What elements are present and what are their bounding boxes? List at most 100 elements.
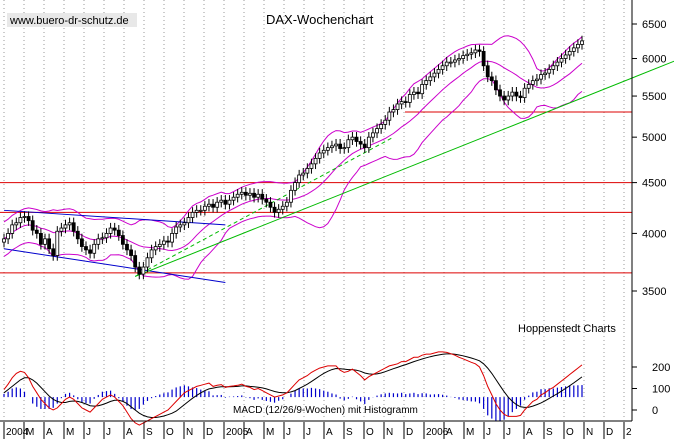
candle-body (141, 266, 146, 275)
candle-body (571, 47, 576, 52)
x-tick-label: 2006 (426, 427, 449, 438)
candle-body (522, 87, 527, 99)
candle-body (38, 233, 43, 245)
candle-body (235, 193, 240, 198)
candle-body (243, 191, 248, 196)
candle-body (354, 136, 359, 142)
candle-body (375, 128, 379, 134)
y-tick-label: 3500 (642, 286, 666, 298)
candle-body (530, 80, 535, 85)
y-tick-label: 5000 (642, 132, 666, 144)
candle-body (543, 72, 548, 76)
candle-body (63, 224, 68, 229)
url-label-box (7, 13, 137, 27)
candle-body (514, 91, 519, 97)
x-tick-label: S (546, 427, 553, 438)
candle-body (211, 203, 215, 208)
weekly-candles (2, 35, 584, 280)
price-axis: 3500 4000 4500 5000 5500 6000 6500 0 100 200 (631, 0, 670, 421)
candle-body (252, 192, 256, 198)
candle-body (481, 50, 486, 67)
bollinger-upper (3, 35, 583, 229)
candle-body (26, 216, 31, 222)
candle-body (473, 49, 478, 54)
candle-body (555, 61, 560, 67)
candle-body (485, 65, 490, 78)
candle-body (51, 248, 56, 256)
candle-body (399, 101, 404, 105)
bollinger-middle (3, 60, 583, 252)
x-tick-label: M (26, 427, 34, 438)
candle-body (371, 132, 375, 138)
channel-line (3, 248, 226, 283)
y-tick-label: 6500 (642, 19, 666, 31)
candle-body (186, 217, 191, 224)
candle-body (416, 91, 420, 95)
candle-body (280, 205, 285, 210)
macd-signal-line (3, 353, 583, 418)
y-tick-label: 5500 (642, 91, 666, 103)
candle-body (489, 76, 494, 82)
support-resistance-lines (0, 111, 632, 274)
candle-body (43, 238, 47, 245)
candle-body (309, 163, 314, 169)
macd-tick-label: 0 (652, 405, 658, 417)
candle-body (567, 50, 572, 56)
candle-body (161, 240, 166, 245)
x-tick-label: D (406, 427, 413, 438)
candle-body (576, 43, 580, 49)
macd-tick-label: 100 (652, 384, 670, 396)
macd-panel (3, 351, 583, 426)
candle-body (391, 109, 396, 113)
candle-body (395, 103, 400, 110)
x-tick-label: S (346, 427, 353, 438)
candle-body (403, 101, 408, 103)
candle-body (104, 233, 109, 239)
candle-body (112, 227, 117, 231)
candle-body (182, 222, 187, 226)
candle-body (494, 80, 498, 91)
candle-body (387, 111, 392, 121)
x-tick-label: A (126, 427, 133, 438)
candle-body (2, 238, 6, 243)
candle-body (317, 152, 322, 159)
candle-body (407, 94, 412, 103)
candle-body (59, 227, 64, 232)
candle-body (55, 230, 60, 256)
candle-body (342, 147, 347, 150)
candle-body (96, 238, 101, 245)
candle-body (346, 139, 351, 149)
candle-body (100, 237, 105, 240)
candle-body (157, 243, 162, 247)
x-tick-label: D (606, 427, 613, 438)
x-tick-label: J (106, 427, 111, 438)
candle-body (334, 143, 338, 147)
candle-body (469, 52, 474, 55)
candle-body (227, 199, 232, 205)
candle-body (321, 149, 326, 154)
candle-body (120, 235, 125, 245)
x-tick-label: J (486, 427, 491, 438)
candle-body (350, 136, 355, 141)
candle-body (325, 147, 330, 151)
candle-body (432, 72, 437, 78)
candle-body (223, 199, 228, 205)
x-tick-label: S (146, 427, 153, 438)
x-tick-label: O (566, 427, 574, 438)
x-tick-label: M (266, 427, 274, 438)
x-tick-label: J (306, 427, 311, 438)
candle-body (202, 205, 207, 211)
x-tick-label: N (586, 427, 593, 438)
candle-body (526, 84, 531, 89)
candle-body (272, 206, 277, 213)
candle-body (301, 172, 306, 176)
y-tick-label: 4000 (642, 228, 666, 240)
candle-body (92, 243, 97, 254)
macd-line (3, 351, 583, 426)
candle-body (366, 136, 371, 149)
candle-body (30, 220, 35, 231)
x-tick-label: M (466, 427, 474, 438)
x-tick-label: N (186, 427, 193, 438)
y-tick-label: 4500 (642, 178, 666, 190)
candle-body (420, 84, 425, 95)
